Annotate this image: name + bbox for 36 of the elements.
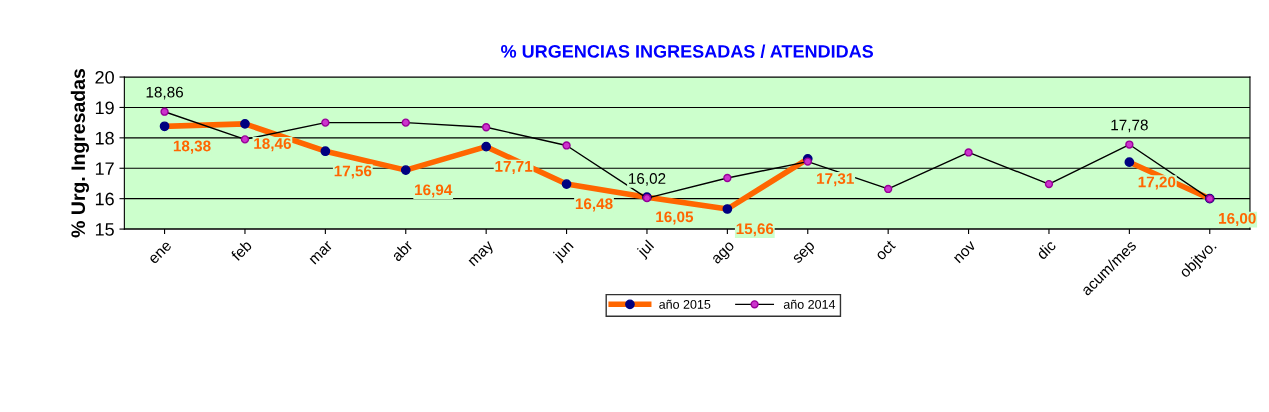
- y-tick-label: 15: [95, 223, 114, 236]
- data-label: 18,86: [146, 86, 184, 100]
- data-label: 16,00: [1219, 212, 1256, 226]
- y-tick-label: 17: [95, 162, 114, 175]
- data-label: 16,02: [629, 173, 666, 186]
- x-tick-label: jun: [551, 239, 576, 264]
- y-tick-label: 18: [95, 131, 114, 145]
- y-tick-label: 19: [95, 101, 114, 115]
- data-label: 17,31: [817, 173, 854, 187]
- data-label: 18,46: [254, 138, 291, 152]
- data-label: 16,94: [415, 184, 453, 198]
- data-label: 17,78: [1111, 119, 1148, 133]
- legend-label: año 2015: [659, 299, 711, 309]
- data-label: 16,48: [575, 198, 613, 212]
- data-label: 15,66: [736, 223, 774, 237]
- x-tick-label: abr: [390, 238, 414, 262]
- data-label: 17,71: [495, 161, 533, 174]
- data-label: 16,05: [656, 211, 694, 225]
- chart-title: % URGENCIAS INGRESADAS / ATENDIDAS: [501, 44, 874, 58]
- y-tick-label: 16: [95, 192, 114, 206]
- legend-label: año 2014: [783, 299, 836, 309]
- y-axis-title: % Urg. Ingresadas: [70, 69, 89, 238]
- x-tick-label: oct: [875, 239, 897, 261]
- x-tick-label: ago: [711, 241, 737, 267]
- x-tick-label: ene: [149, 241, 173, 265]
- x-tick-label: jul: [635, 239, 657, 260]
- data-label: 18,38: [173, 140, 211, 154]
- x-tick-label: sep: [792, 241, 818, 266]
- x-tick-label: mar: [309, 240, 334, 265]
- x-tick-label: nov: [953, 240, 977, 264]
- x-tick-label: feb: [230, 239, 253, 262]
- data-label: 17,56: [334, 165, 372, 179]
- x-tick-label: may: [468, 240, 497, 269]
- data-label: 17,20: [1138, 176, 1176, 190]
- y-tick-label: 20: [95, 70, 114, 84]
- x-tick-label: dic: [1035, 239, 1057, 261]
